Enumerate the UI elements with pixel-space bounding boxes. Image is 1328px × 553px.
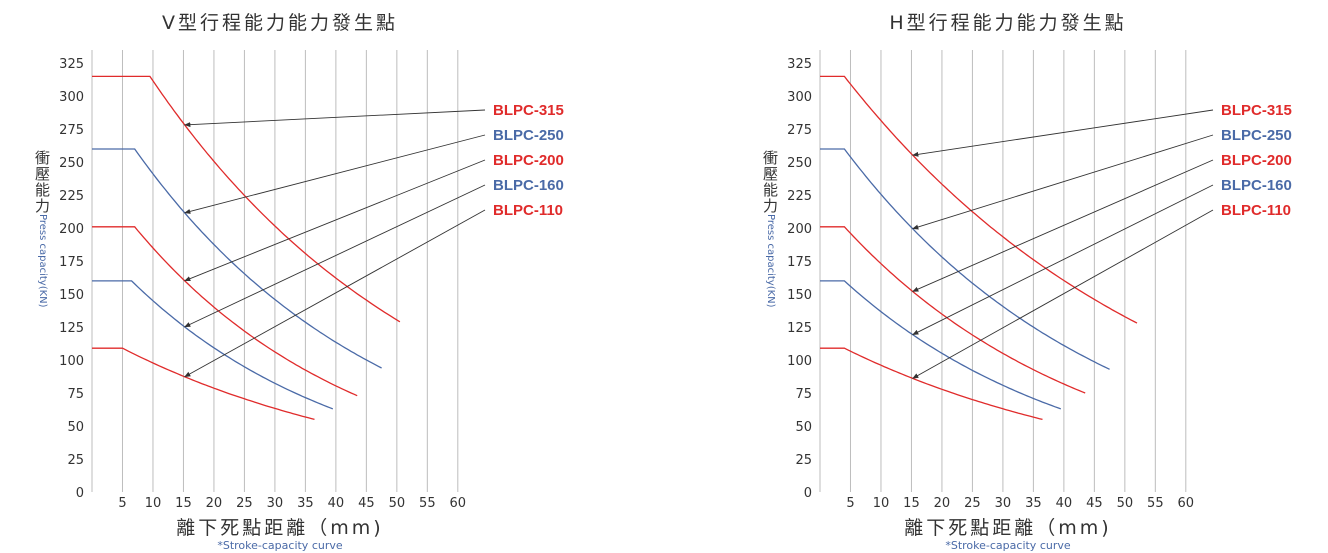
arrow-blpc-110 [184, 209, 486, 378]
x-tick-label: 45 [1086, 496, 1103, 511]
y-axis-label-en: Press capacity(KN) [765, 214, 776, 308]
x-tick-label: 10 [873, 496, 890, 511]
arrow-blpc-160 [184, 184, 486, 328]
y-tick-label: 225 [59, 189, 84, 204]
series-line-blpc-315 [92, 75, 401, 323]
x-tick-label: 30 [995, 496, 1012, 511]
y-tick-label: 50 [67, 420, 84, 435]
y-tick-label: 325 [59, 57, 84, 72]
y-tick-label: 300 [59, 90, 84, 105]
series-line-blpc-200 [92, 226, 358, 397]
legend-label-blpc-315: BLPC-315 [493, 102, 564, 119]
y-axis-label-en: Press capacity(KN) [37, 214, 48, 308]
x-tick-label: 15 [175, 496, 192, 511]
x-tick-label: 50 [389, 496, 406, 511]
arrow-blpc-110 [912, 209, 1214, 379]
legend-label-blpc-200: BLPC-200 [493, 152, 564, 169]
y-axis-label: 衝壓能力Press capacity(KN) [760, 150, 781, 308]
arrow-blpc-250 [184, 134, 486, 214]
legend-label-blpc-315: BLPC-315 [1221, 102, 1292, 119]
y-tick-label: 25 [795, 453, 812, 468]
v-type-chart: 5 10 15 20 25 30 35 40 45 50 55 60 0 25 50 75 100 125 150 1… [32, 12, 564, 552]
h-type-chart: 5 10 15 20 25 30 35 40 45 50 55 60 0 25 50 75 100 125 150 1… [728, 0, 1328, 553]
series-line-blpc-110 [820, 347, 1043, 421]
series-line-blpc-250 [92, 148, 382, 369]
y-tick-label: 0 [76, 486, 84, 501]
y-tick-label: 75 [67, 387, 84, 402]
legend-label-blpc-110: BLPC-110 [1221, 202, 1291, 219]
y-tick-label: 225 [787, 189, 812, 204]
y-tick-label: 175 [59, 255, 84, 270]
y-tick-label: 125 [787, 321, 812, 336]
arrow-blpc-250 [912, 134, 1214, 230]
series-line-blpc-160 [92, 280, 334, 410]
x-axis-label: 離下死點距離（mm) [176, 517, 384, 539]
y-tick-label: 25 [67, 453, 84, 468]
y-tick-label: 325 [787, 57, 812, 72]
x-axis-subtitle: *Stroke-capacity curve [217, 539, 343, 552]
x-tick-label: 40 [328, 496, 345, 511]
series-line-blpc-160 [820, 280, 1062, 410]
legend-label-blpc-110: BLPC-110 [493, 202, 563, 219]
y-axis-label-zh: 衝壓能力 [761, 150, 779, 214]
x-tick-label: 35 [1025, 496, 1042, 511]
y-tick-label: 275 [787, 123, 812, 138]
arrow-blpc-315 [184, 109, 486, 128]
x-tick-label: 40 [1056, 496, 1073, 511]
arrow-blpc-160 [912, 184, 1214, 336]
x-tick-label: 60 [450, 496, 467, 511]
y-tick-label: 75 [795, 387, 812, 402]
y-axis-label: 衝壓能力Press capacity(KN) [32, 150, 53, 308]
series-line-blpc-315 [820, 75, 1138, 324]
series-line-blpc-110 [92, 347, 315, 421]
y-tick-label: 150 [787, 288, 812, 303]
legend-label-blpc-200: BLPC-200 [1221, 152, 1292, 169]
x-tick-label: 25 [964, 496, 981, 511]
legend-label-blpc-250: BLPC-250 [1221, 127, 1292, 144]
y-tick-label: 300 [787, 90, 812, 105]
y-tick-label: 100 [787, 354, 812, 369]
v-chart-svg: 5 10 15 20 25 30 35 40 45 50 55 60 0 25 50 75 100 125 150 1… [59, 50, 564, 511]
x-tick-label: 55 [419, 496, 436, 511]
legend-label-blpc-160: BLPC-160 [493, 177, 564, 194]
y-tick-label: 125 [59, 321, 84, 336]
x-tick-label: 55 [1147, 496, 1164, 511]
y-tick-label: 250 [787, 156, 812, 171]
y-tick-label: 275 [59, 123, 84, 138]
y-tick-label: 200 [787, 222, 812, 237]
y-tick-label: 175 [787, 255, 812, 270]
y-tick-label: 50 [795, 420, 812, 435]
x-tick-label: 10 [145, 496, 162, 511]
chart-title: H型行程能力能力發生點 [889, 12, 1127, 34]
x-tick-label: 20 [206, 496, 223, 511]
y-tick-label: 150 [59, 288, 84, 303]
arrow-blpc-200 [184, 159, 486, 282]
legend-label-blpc-250: BLPC-250 [493, 127, 564, 144]
arrow-blpc-315 [912, 109, 1214, 157]
x-tick-label: 15 [903, 496, 920, 511]
x-tick-label: 45 [358, 496, 375, 511]
x-tick-label: 60 [1178, 496, 1195, 511]
arrow-blpc-200 [912, 159, 1214, 292]
x-tick-label: 50 [1117, 496, 1134, 511]
y-axis-label-zh: 衝壓能力 [33, 150, 51, 214]
x-axis-label: 離下死點距離（mm) [904, 517, 1112, 539]
x-axis-subtitle: *Stroke-capacity curve [945, 539, 1071, 552]
legend-label-blpc-160: BLPC-160 [1221, 177, 1292, 194]
y-tick-label: 0 [804, 486, 812, 501]
chart-title: V型行程能力能力發生點 [162, 12, 398, 34]
x-tick-label: 35 [297, 496, 314, 511]
x-tick-label: 5 [846, 496, 854, 511]
y-tick-label: 100 [59, 354, 84, 369]
x-tick-label: 30 [267, 496, 284, 511]
y-tick-label: 200 [59, 222, 84, 237]
x-tick-label: 5 [118, 496, 126, 511]
h-chart-svg: 5 10 15 20 25 30 35 40 45 50 55 60 0 25 50 75 100 125 150 1… [787, 50, 1292, 511]
series-line-blpc-200 [820, 226, 1086, 394]
x-tick-label: 25 [236, 496, 253, 511]
x-tick-label: 20 [934, 496, 951, 511]
series-line-blpc-250 [820, 148, 1110, 370]
y-tick-label: 250 [59, 156, 84, 171]
